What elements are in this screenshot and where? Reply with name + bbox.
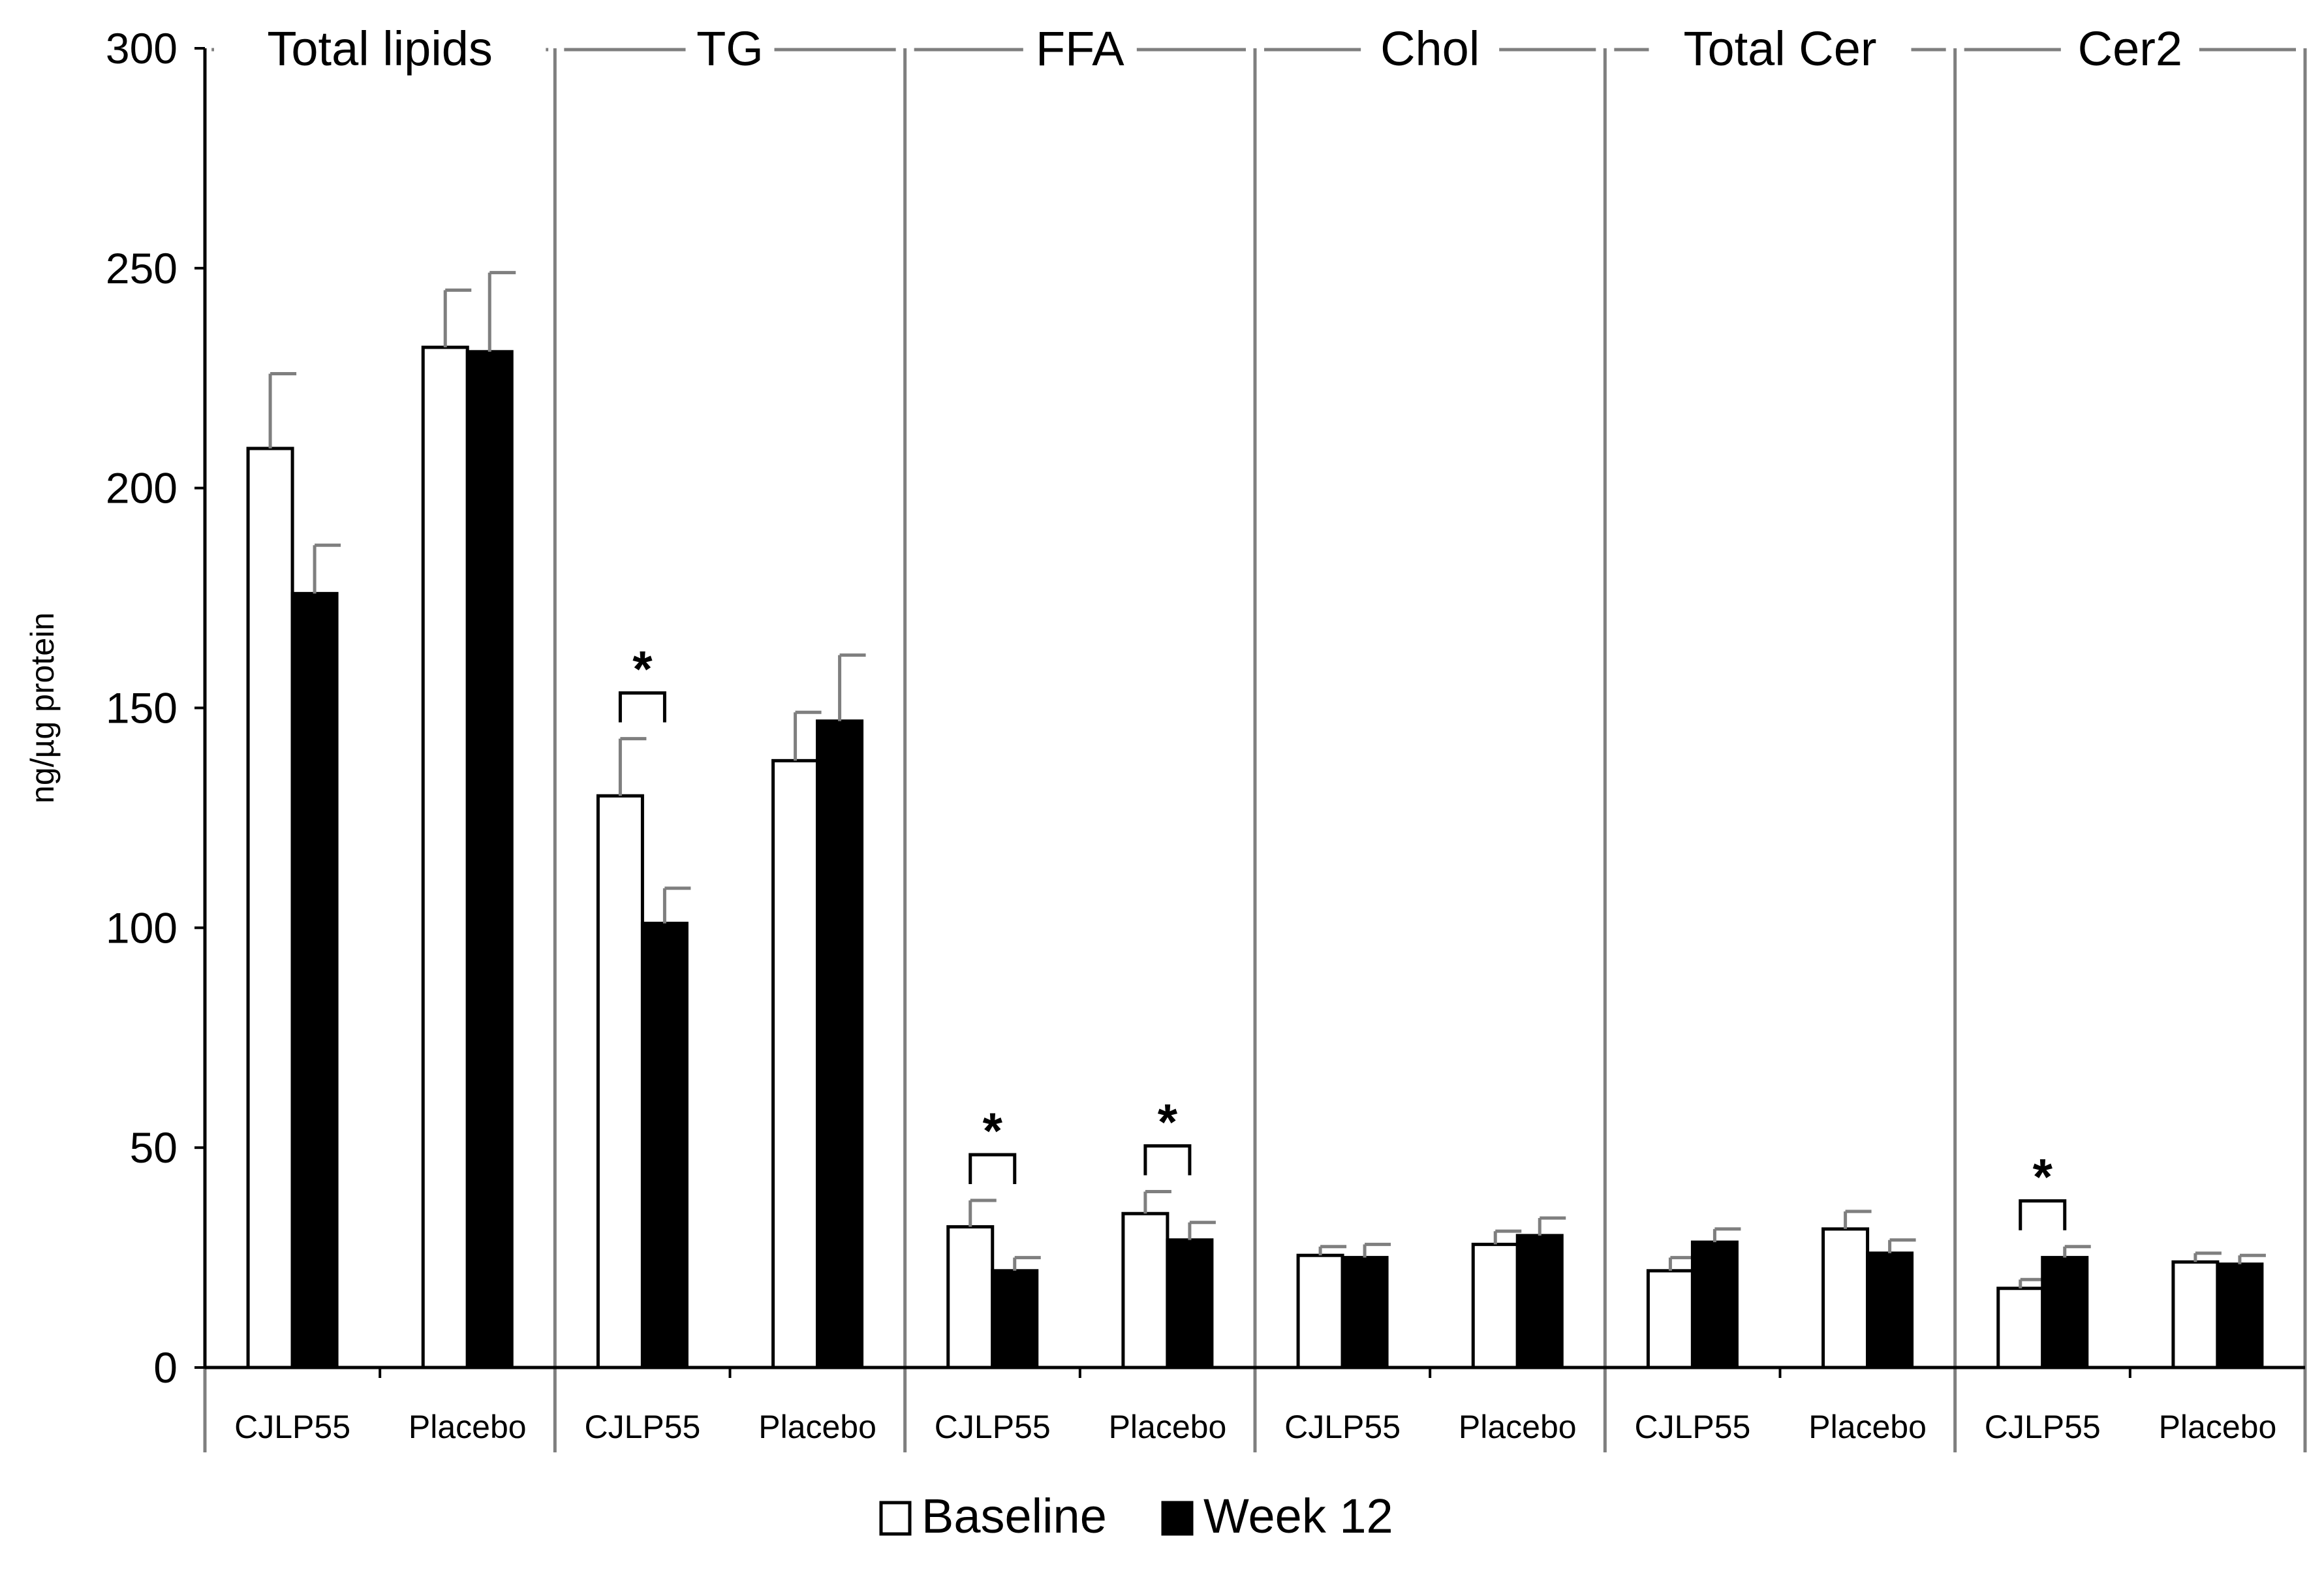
significance-bracket — [1143, 1144, 1192, 1176]
significance-bracket — [2019, 1199, 2067, 1230]
week12-bar — [290, 591, 339, 1369]
y-tick-label: 0 — [153, 1343, 178, 1392]
y-tick-label: 200 — [106, 464, 178, 512]
y-tick-label: 100 — [106, 903, 178, 952]
significance-star: * — [632, 640, 653, 698]
baseline-bar — [771, 758, 820, 1369]
week12-bar — [1340, 1256, 1389, 1369]
panel-title: Total Cer — [1683, 22, 1876, 76]
group-label: Placebo — [1808, 1409, 1927, 1445]
panel-title: Chol — [1380, 22, 1480, 76]
legend-swatch — [1161, 1501, 1194, 1536]
legend-label: Baseline — [922, 1489, 1107, 1543]
baseline-bar — [1646, 1269, 1694, 1369]
week12-bar — [1866, 1251, 1914, 1369]
group-label: Placebo — [1109, 1409, 1227, 1445]
y-axis-title: ng/µg protein — [24, 612, 61, 804]
panel-title: TG — [696, 22, 764, 76]
y-tick-label: 150 — [106, 684, 178, 732]
group-label: CJLP55 — [584, 1409, 700, 1445]
group-label: Placebo — [2159, 1409, 2277, 1445]
week12-bar — [465, 350, 514, 1369]
week12-bar — [2041, 1256, 2089, 1369]
week12-bar — [1166, 1238, 1214, 1369]
significance-bracket — [618, 691, 666, 723]
week12-bar — [991, 1269, 1039, 1369]
panel-title: Total lipids — [267, 22, 493, 76]
legend-swatch — [879, 1501, 912, 1536]
week12-bar — [2216, 1262, 2264, 1369]
y-tick-label: 300 — [106, 24, 178, 72]
week12-bar — [1690, 1240, 1739, 1369]
baseline-bar — [1996, 1287, 2045, 1369]
y-tick-label: 250 — [106, 244, 178, 292]
baseline-bar — [946, 1225, 995, 1369]
group-label: CJLP55 — [935, 1409, 1051, 1445]
legend-label: Week 12 — [1203, 1489, 1393, 1543]
week12-bar — [816, 719, 864, 1369]
group-label: Placebo — [409, 1409, 527, 1445]
panel-title: Cer2 — [2078, 22, 2182, 76]
week12-bar — [640, 922, 689, 1369]
baseline-bar — [246, 446, 294, 1369]
group-label: Placebo — [1459, 1409, 1577, 1445]
group-label: CJLP55 — [1284, 1409, 1401, 1445]
group-label: CJLP55 — [1634, 1409, 1750, 1445]
group-label: CJLP55 — [1985, 1409, 2101, 1445]
baseline-bar — [1296, 1253, 1344, 1369]
baseline-bar — [1471, 1242, 1519, 1369]
panel-title: FFA — [1036, 22, 1124, 76]
group-label: Placebo — [758, 1409, 876, 1445]
baseline-bar — [2171, 1260, 2220, 1369]
baseline-bar — [1121, 1212, 1170, 1369]
baseline-bar — [1821, 1227, 1870, 1369]
y-tick-label: 50 — [130, 1123, 178, 1172]
significance-star: * — [983, 1102, 1003, 1159]
baseline-bar — [421, 345, 469, 1369]
significance-star: * — [1158, 1093, 1178, 1151]
significance-star: * — [2033, 1148, 2053, 1206]
week12-bar — [1515, 1234, 1564, 1369]
significance-bracket — [968, 1153, 1017, 1185]
group-label: CJLP55 — [234, 1409, 350, 1445]
baseline-bar — [596, 794, 644, 1369]
